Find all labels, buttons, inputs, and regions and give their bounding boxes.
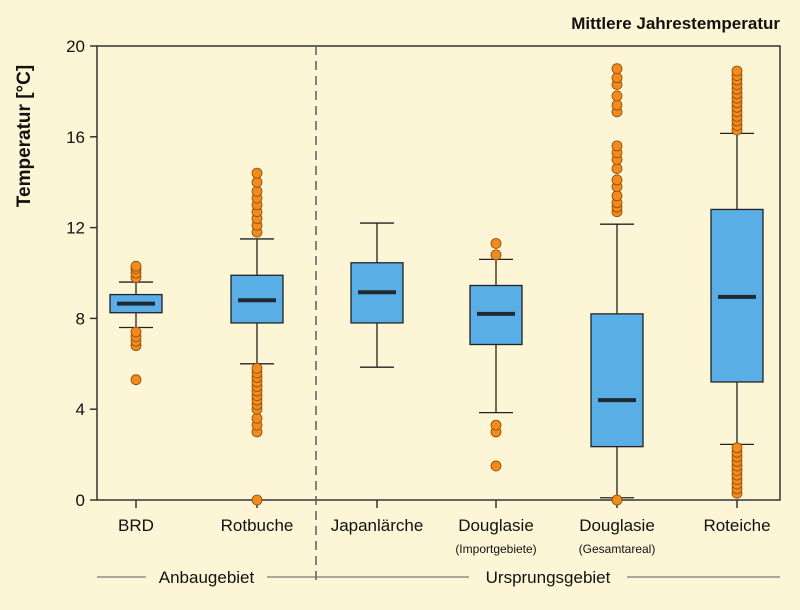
category-sublabel: (Importgebiete)	[455, 542, 536, 556]
outlier-point	[611, 190, 623, 202]
category-label: Japanlärche	[331, 516, 424, 535]
plot-frame	[96, 45, 781, 501]
outlier-point	[611, 494, 623, 506]
outlier-point	[731, 65, 743, 77]
category-label: BRD	[118, 516, 154, 535]
outlier-point	[251, 362, 263, 374]
chart-title: Mittlere Jahrestemperatur	[571, 14, 780, 33]
outlier-point	[130, 326, 142, 338]
y-tick-label: 8	[76, 309, 85, 328]
outlier-point	[130, 374, 142, 386]
outlier-point	[490, 460, 502, 472]
box	[590, 313, 644, 448]
y-tick-label: 16	[66, 128, 85, 147]
outlier-point	[251, 176, 263, 188]
outlier-point	[130, 260, 142, 272]
y-tick-label: 20	[66, 37, 85, 56]
outlier-point	[490, 249, 502, 261]
group-label: Ursprungsgebiet	[486, 568, 611, 587]
outlier-point	[611, 163, 623, 174]
outlier-point	[611, 140, 623, 152]
outlier-point	[611, 99, 623, 111]
group-label: Anbaugebiet	[159, 568, 255, 587]
category-label: Douglasie	[579, 516, 655, 535]
outlier-point	[490, 419, 502, 431]
outlier-point	[611, 72, 623, 84]
category-sublabel: (Gesamtareal)	[579, 542, 656, 556]
category-label: Rotbuche	[221, 516, 294, 535]
outlier-point	[611, 63, 623, 75]
outlier-point	[611, 174, 623, 186]
outlier-point	[490, 238, 502, 249]
outlier-point	[611, 90, 623, 102]
outlier-point	[251, 412, 263, 424]
category-label: Roteiche	[703, 516, 770, 535]
y-axis-label: Temperatur [°C]	[14, 65, 35, 207]
y-tick-label: 4	[76, 400, 85, 419]
outlier-point	[731, 442, 743, 454]
outlier-point	[251, 494, 263, 506]
category-label: Douglasie	[458, 516, 534, 535]
outlier-point	[251, 185, 263, 197]
outlier-point	[251, 167, 263, 179]
y-tick-label: 0	[76, 491, 85, 510]
y-tick-label: 12	[66, 219, 85, 238]
